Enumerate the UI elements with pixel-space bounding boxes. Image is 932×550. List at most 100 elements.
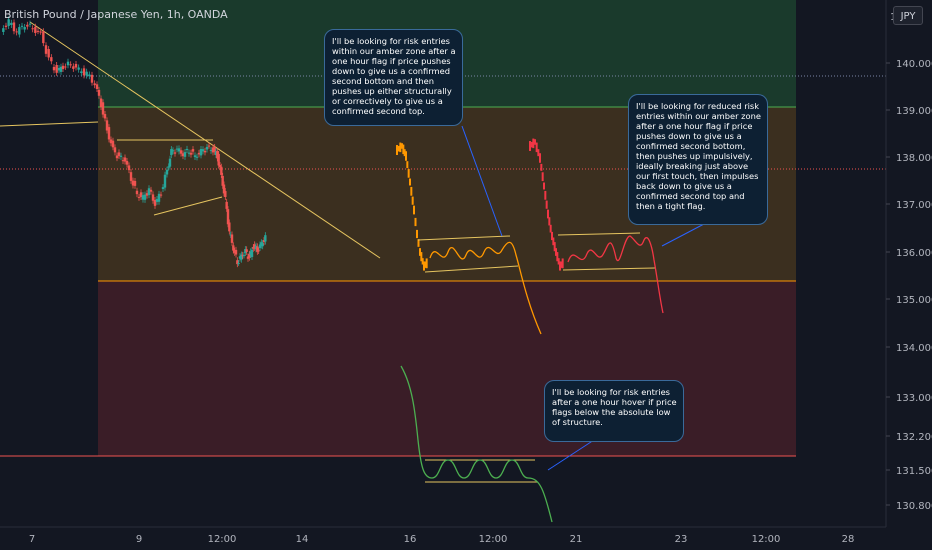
candle-body bbox=[237, 262, 240, 264]
projection-bar bbox=[555, 248, 557, 256]
candle-body bbox=[260, 242, 263, 246]
price-label: 131.500 bbox=[896, 466, 932, 477]
candle-body bbox=[101, 102, 105, 115]
candle-body bbox=[228, 222, 231, 232]
candle-body bbox=[69, 64, 72, 66]
candle-body bbox=[95, 84, 99, 89]
candle-body bbox=[99, 98, 103, 107]
projection-bar bbox=[416, 229, 418, 239]
candle-body bbox=[7, 19, 10, 26]
candle-body bbox=[133, 180, 137, 186]
currency-badge[interactable]: JPY bbox=[893, 6, 923, 25]
candle-body bbox=[241, 254, 244, 257]
candle-body bbox=[80, 71, 83, 73]
candle-body bbox=[221, 175, 224, 186]
candle-body bbox=[191, 149, 195, 152]
candle-body bbox=[226, 209, 230, 225]
candle-body bbox=[57, 67, 61, 71]
projection-bar bbox=[560, 261, 563, 268]
note-hover-below[interactable]: I'll be looking for risk entries after a… bbox=[544, 380, 684, 442]
projection-bar bbox=[405, 151, 407, 161]
candle-body bbox=[261, 243, 264, 247]
projection-bar bbox=[424, 261, 427, 268]
projection-bar bbox=[423, 261, 425, 271]
time-label: 23 bbox=[675, 534, 688, 545]
candle-body bbox=[163, 174, 167, 188]
projection-bar bbox=[529, 141, 531, 151]
candle-body bbox=[26, 24, 29, 27]
candle-body bbox=[82, 68, 86, 76]
candle-body bbox=[171, 150, 175, 152]
candle-body bbox=[173, 152, 177, 154]
candle-body bbox=[264, 235, 267, 242]
candle-body bbox=[115, 155, 119, 159]
time-label: 14 bbox=[296, 534, 309, 545]
candle-body bbox=[240, 254, 243, 260]
projection-bar bbox=[417, 239, 420, 247]
projection-bar bbox=[544, 190, 547, 200]
projection-bar bbox=[403, 149, 406, 157]
candle-body bbox=[177, 148, 181, 152]
candle-body bbox=[147, 188, 151, 196]
historical-flag-bottom[interactable] bbox=[153, 196, 223, 216]
candle-body bbox=[39, 31, 42, 33]
candle-body bbox=[195, 156, 199, 158]
projection-bar bbox=[549, 224, 552, 233]
green-projection[interactable] bbox=[400, 365, 553, 523]
red-projection[interactable] bbox=[529, 138, 664, 314]
candle-body bbox=[93, 83, 96, 86]
note-reduced-risk[interactable]: I'll be looking for reduced risk entries… bbox=[628, 94, 768, 225]
candle-body bbox=[18, 27, 21, 35]
time-label: 21 bbox=[570, 534, 583, 545]
candle-body bbox=[42, 31, 45, 44]
candle-body bbox=[233, 250, 236, 253]
projection-bar bbox=[537, 149, 540, 157]
candle-body bbox=[175, 148, 179, 150]
candle-body bbox=[129, 172, 133, 181]
projection-bar bbox=[534, 139, 536, 145]
candle-body bbox=[230, 234, 234, 243]
time-label: 12:00 bbox=[208, 534, 237, 545]
price-label: 132.200 bbox=[896, 432, 932, 443]
orange-projection[interactable] bbox=[396, 142, 542, 335]
candle-body bbox=[151, 194, 155, 201]
candle-body bbox=[165, 169, 169, 175]
price-axis[interactable]: 1 140.000139.000138.000137.000136.000135… bbox=[885, 0, 932, 527]
projection-bar bbox=[551, 231, 553, 241]
projection-bar bbox=[553, 242, 556, 252]
left-horizontal-ray[interactable] bbox=[0, 121, 99, 127]
time-label: 7 bbox=[29, 534, 35, 545]
candle-body bbox=[127, 165, 131, 171]
candle-body bbox=[23, 26, 26, 30]
candle-body bbox=[74, 63, 78, 68]
candle-body bbox=[211, 147, 215, 153]
projection-bar bbox=[397, 145, 400, 152]
candle-body bbox=[189, 152, 193, 155]
note-amber-flag[interactable]: I'll be looking for risk entries within … bbox=[324, 29, 463, 126]
projection-bar bbox=[421, 258, 424, 265]
candle-body bbox=[15, 31, 18, 33]
time-axis[interactable]: 7 9 12:00 14 16 12:00 21 23 12:00 28 bbox=[0, 526, 886, 545]
candle-body bbox=[249, 251, 252, 256]
candle-body bbox=[179, 150, 183, 154]
candle-body bbox=[232, 245, 235, 251]
candle-body bbox=[10, 22, 13, 25]
price-label: 137.000 bbox=[896, 200, 932, 211]
projection-bar bbox=[540, 163, 543, 171]
projection-bar bbox=[409, 178, 411, 186]
projection-bar bbox=[543, 182, 545, 190]
candle-body bbox=[201, 149, 205, 152]
price-label: 135.000 bbox=[896, 295, 932, 306]
candle-body bbox=[225, 201, 228, 209]
candle-body bbox=[85, 71, 88, 76]
candle-body bbox=[139, 192, 143, 197]
candle-body bbox=[50, 57, 53, 62]
candle-body bbox=[167, 166, 170, 168]
candle-body bbox=[248, 253, 251, 258]
candle-body bbox=[168, 158, 172, 167]
candle-body bbox=[20, 25, 24, 27]
symbol-title: British Pound / Japanese Yen, 1h, OANDA bbox=[4, 8, 228, 21]
candle-body bbox=[224, 191, 227, 198]
candle-body bbox=[12, 22, 16, 32]
